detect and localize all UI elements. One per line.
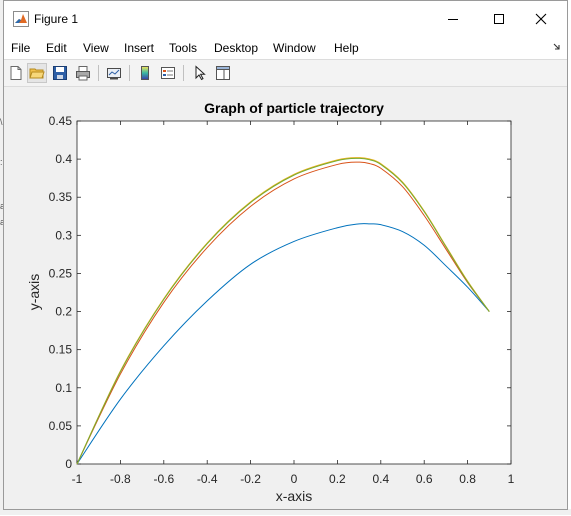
x-tick-labels: -1 -0.8 -0.6 -0.4 -0.2 0 0.2 0.4 0.6 0.8 1: [72, 472, 515, 486]
figure-window: Figure 1 File Edit View Insert Tools Des…: [3, 0, 568, 510]
y-tick-label: 0.1: [55, 381, 72, 395]
x-tick-label: -1: [72, 472, 83, 486]
x-tick-label: 0: [291, 472, 298, 486]
x-tick-label: -0.8: [110, 472, 131, 486]
y-tick-label: 0.05: [49, 419, 73, 433]
x-tick-label: 1: [508, 472, 515, 486]
x-tick-label: 0.2: [329, 472, 346, 486]
y-tick-label: 0.15: [49, 343, 73, 357]
plot-axes-box: [77, 121, 511, 464]
figure-canvas[interactable]: -1 -0.8 -0.6 -0.4 -0.2 0 0.2 0.4 0.6 0.8 1 0 0.05 0.…: [4, 87, 567, 509]
x-tick-label: 0.4: [372, 472, 389, 486]
x-tick-label: 0.8: [459, 472, 476, 486]
y-tick-label: 0.3: [55, 228, 72, 242]
x-tick-label: -0.6: [153, 472, 174, 486]
y-tick-label: 0.25: [49, 266, 73, 280]
x-axis-label: x-axis: [276, 488, 313, 504]
x-tick-label: 0.6: [416, 472, 433, 486]
x-tick-label: -0.2: [240, 472, 261, 486]
y-axis-label: y-axis: [26, 274, 42, 311]
y-tick-label: 0.45: [49, 114, 73, 128]
y-tick-label: 0.4: [55, 152, 72, 166]
x-tick-label: -0.4: [197, 472, 218, 486]
plot-title: Graph of particle trajectory: [204, 100, 384, 116]
y-tick-labels: 0 0.05 0.1 0.15 0.2 0.25 0.3 0.35 0.4 0.45: [49, 114, 73, 471]
y-tick-label: 0.2: [55, 305, 72, 319]
y-tick-label: 0.35: [49, 190, 73, 204]
y-tick-label: 0: [65, 457, 72, 471]
